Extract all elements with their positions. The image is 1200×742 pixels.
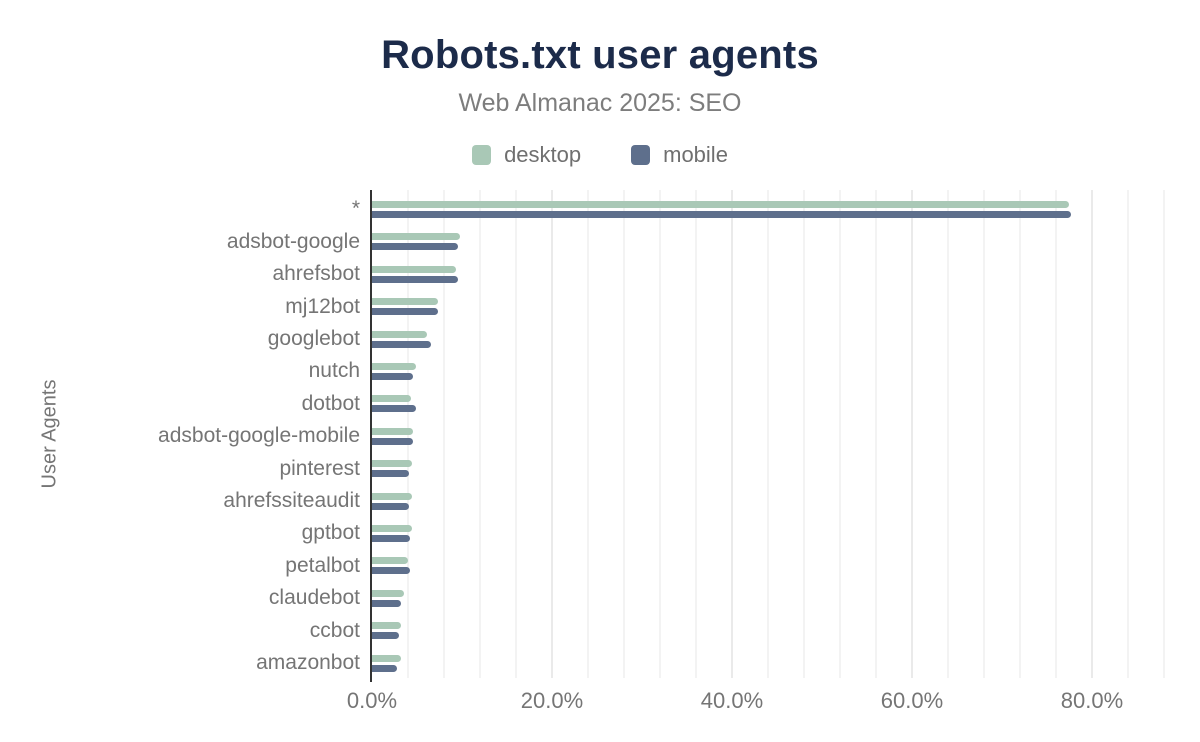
- bar-desktop: [372, 654, 401, 662]
- gridline: [659, 190, 661, 678]
- category-label: adsbot-google-mobile: [158, 424, 360, 448]
- bar-desktop: [372, 395, 411, 403]
- bar-mobile: [372, 535, 410, 542]
- gridline: [911, 190, 913, 678]
- category-label: mj12bot: [285, 294, 360, 318]
- mobile-swatch-icon: [631, 145, 651, 165]
- bar-mobile: [372, 243, 459, 251]
- bar-mobile: [372, 437, 414, 445]
- category-label: pinterest: [279, 456, 360, 480]
- legend-label-desktop: desktop: [504, 142, 582, 167]
- bar-desktop: [372, 622, 401, 630]
- category-label: nutch: [308, 359, 360, 383]
- bar-mobile: [372, 275, 459, 283]
- category-label: *: [351, 197, 360, 221]
- bar-mobile: [372, 308, 438, 316]
- gridline: [803, 190, 805, 678]
- legend-item-desktop: desktop: [472, 142, 581, 168]
- category-label: googlebot: [267, 327, 360, 351]
- desktop-swatch-icon: [472, 145, 492, 165]
- x-tick-label: 0.0%: [346, 688, 398, 713]
- bar-desktop: [372, 330, 427, 338]
- gridline: [875, 190, 877, 678]
- bar-desktop: [372, 492, 412, 500]
- bar-mobile: [372, 632, 399, 640]
- bar-mobile: [372, 599, 401, 607]
- bar-mobile: [372, 470, 409, 478]
- bar-desktop: [372, 265, 456, 273]
- bar-mobile: [372, 567, 410, 575]
- y-axis-line: [370, 190, 372, 682]
- gridline: [839, 190, 841, 678]
- gridline: [1091, 190, 1093, 678]
- category-label: ccbot: [309, 618, 360, 642]
- category-label: amazonbot: [256, 651, 360, 675]
- chart-title: Robots.txt user agents: [381, 33, 819, 77]
- bar-desktop: [372, 525, 412, 532]
- x-tick-label: 40.0%: [700, 688, 764, 713]
- gridline: [1055, 190, 1057, 678]
- category-label: claudebot: [268, 586, 360, 610]
- x-axis: 0.0% 20.0% 40.0% 60.0% 80.0%: [347, 688, 1164, 718]
- gridline: [443, 190, 445, 678]
- chart-subtitle: Web Almanac 2025: SEO: [458, 89, 742, 117]
- x-tick-label: 80.0%: [1060, 688, 1124, 713]
- bar-mobile: [372, 340, 431, 348]
- gridline: [479, 190, 481, 678]
- x-tick-label: 20.0%: [520, 688, 584, 713]
- category-label: gptbot: [301, 521, 360, 545]
- legend-label-mobile: mobile: [663, 142, 728, 167]
- category-label: ahrefssiteaudit: [223, 489, 360, 513]
- bar-desktop: [372, 589, 404, 597]
- bar-desktop: [372, 233, 461, 241]
- gridline: [551, 190, 553, 678]
- category-label: adsbot-google: [226, 229, 360, 253]
- bar-desktop: [372, 460, 412, 468]
- legend: desktop mobile: [0, 142, 1200, 168]
- gridline: [731, 190, 733, 678]
- gridline: [587, 190, 589, 678]
- gridline: [623, 190, 625, 678]
- category-label: dotbot: [301, 391, 360, 415]
- gridline: [695, 190, 697, 678]
- bar-desktop: [372, 201, 1069, 208]
- y-axis-title: User Agents: [38, 379, 61, 489]
- bar-desktop: [372, 557, 408, 565]
- bar-mobile: [372, 664, 398, 672]
- bar-mobile: [372, 373, 414, 380]
- bar-desktop: [372, 363, 417, 370]
- gridline: [983, 190, 985, 678]
- bar-mobile: [372, 405, 417, 413]
- bar-mobile: [372, 211, 1072, 218]
- bar-desktop: [372, 298, 438, 306]
- bar-desktop: [372, 427, 414, 435]
- category-axis: * adsbot-google ahrefsbot mj12bot googlebot n…: [90, 190, 360, 678]
- category-label: ahrefsbot: [272, 262, 360, 286]
- gridline: [515, 190, 517, 678]
- gridline: [947, 190, 949, 678]
- plot-area: [370, 190, 1165, 682]
- legend-item-mobile: mobile: [631, 142, 728, 168]
- gridline: [767, 190, 769, 678]
- gridline: [1019, 190, 1021, 678]
- category-label: petalbot: [285, 553, 360, 577]
- x-tick-label: 60.0%: [880, 688, 944, 713]
- gridline: [1127, 190, 1129, 678]
- bar-mobile: [372, 502, 409, 510]
- gridline: [1163, 190, 1165, 678]
